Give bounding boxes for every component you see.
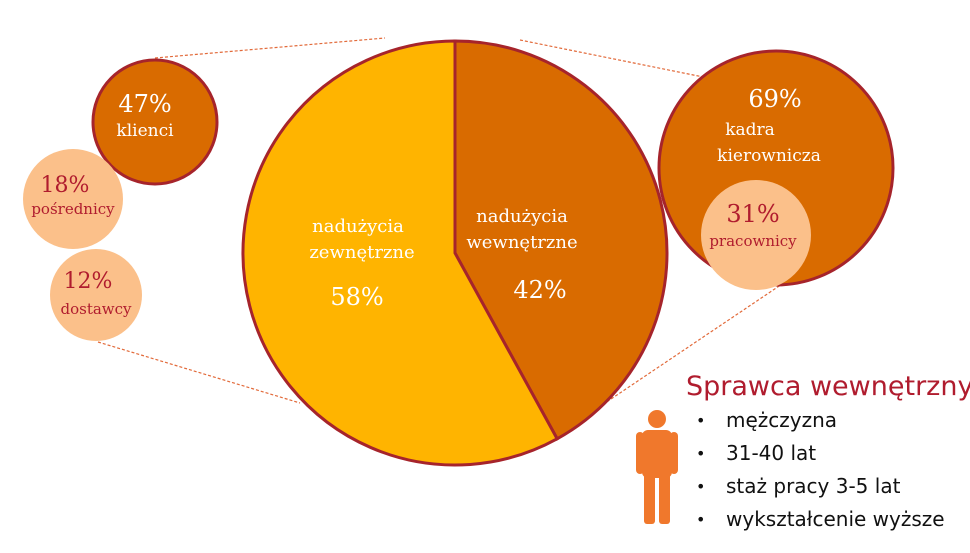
list-item: • 31-40 lat bbox=[696, 437, 945, 470]
bubble-posrednicy-value: 18% bbox=[41, 173, 90, 198]
bubble-kadra-label-line2: kierownicza bbox=[717, 146, 821, 166]
connector-line-bottom-left bbox=[97, 341, 301, 404]
person-icon bbox=[636, 410, 678, 524]
profile-item-education: wykształcenie wyższe bbox=[726, 507, 945, 531]
bubble-dostawcy-label: dostawcy bbox=[60, 300, 132, 318]
connector-line-top-right bbox=[519, 39, 729, 83]
connector-line-bottom-right bbox=[552, 271, 801, 439]
profile-title: Sprawca wewnętrzny bbox=[686, 371, 970, 402]
list-item: • staż pracy 3-5 lat bbox=[696, 470, 945, 503]
profile-item-gender: mężczyzna bbox=[726, 408, 838, 432]
bubble-dostawcy bbox=[50, 249, 142, 341]
pie-slice-internal bbox=[453, 39, 669, 441]
bullet: • bbox=[696, 510, 706, 529]
bubble-klienci bbox=[91, 58, 219, 186]
bubble-pracownicy bbox=[701, 180, 811, 290]
profile-item-age: 31-40 lat bbox=[726, 441, 817, 465]
bubble-kadra-value: 69% bbox=[748, 85, 801, 113]
bubble-posrednicy-label: pośrednicy bbox=[31, 200, 115, 218]
bubble-posrednicy bbox=[23, 149, 123, 249]
bubble-kadra-label-line1: kadra bbox=[725, 120, 775, 140]
bubble-dostawcy-value: 12% bbox=[64, 269, 113, 294]
bubble-klienci-value: 47% bbox=[118, 90, 171, 118]
slice-value-external: 58% bbox=[330, 283, 383, 311]
slice-value-internal: 42% bbox=[513, 276, 566, 304]
slice-label-internal-line2: wewnętrzne bbox=[466, 232, 577, 253]
bubble-pracownicy-value: 31% bbox=[726, 200, 779, 228]
connector-line-top-left bbox=[154, 37, 386, 59]
bubble-klienci-label: klienci bbox=[116, 121, 174, 141]
bullet: • bbox=[696, 411, 706, 430]
bullet: • bbox=[696, 477, 706, 496]
pie-slice-external bbox=[241, 39, 560, 467]
slice-label-external-line1: nadużycia bbox=[312, 216, 404, 237]
profile-item-tenure: staż pracy 3-5 lat bbox=[726, 474, 901, 498]
bullet: • bbox=[696, 444, 706, 463]
list-item: • mężczyzna bbox=[696, 404, 945, 437]
bubble-pracownicy-label: pracownicy bbox=[709, 232, 797, 250]
profile-list: • mężczyzna • 31-40 lat • staż pracy 3-5 la… bbox=[696, 404, 945, 536]
list-item: • wykształcenie wyższe bbox=[696, 503, 945, 536]
slice-label-external-line2: zewnętrzne bbox=[309, 242, 414, 263]
slice-label-internal-line1: nadużycia bbox=[476, 206, 568, 227]
